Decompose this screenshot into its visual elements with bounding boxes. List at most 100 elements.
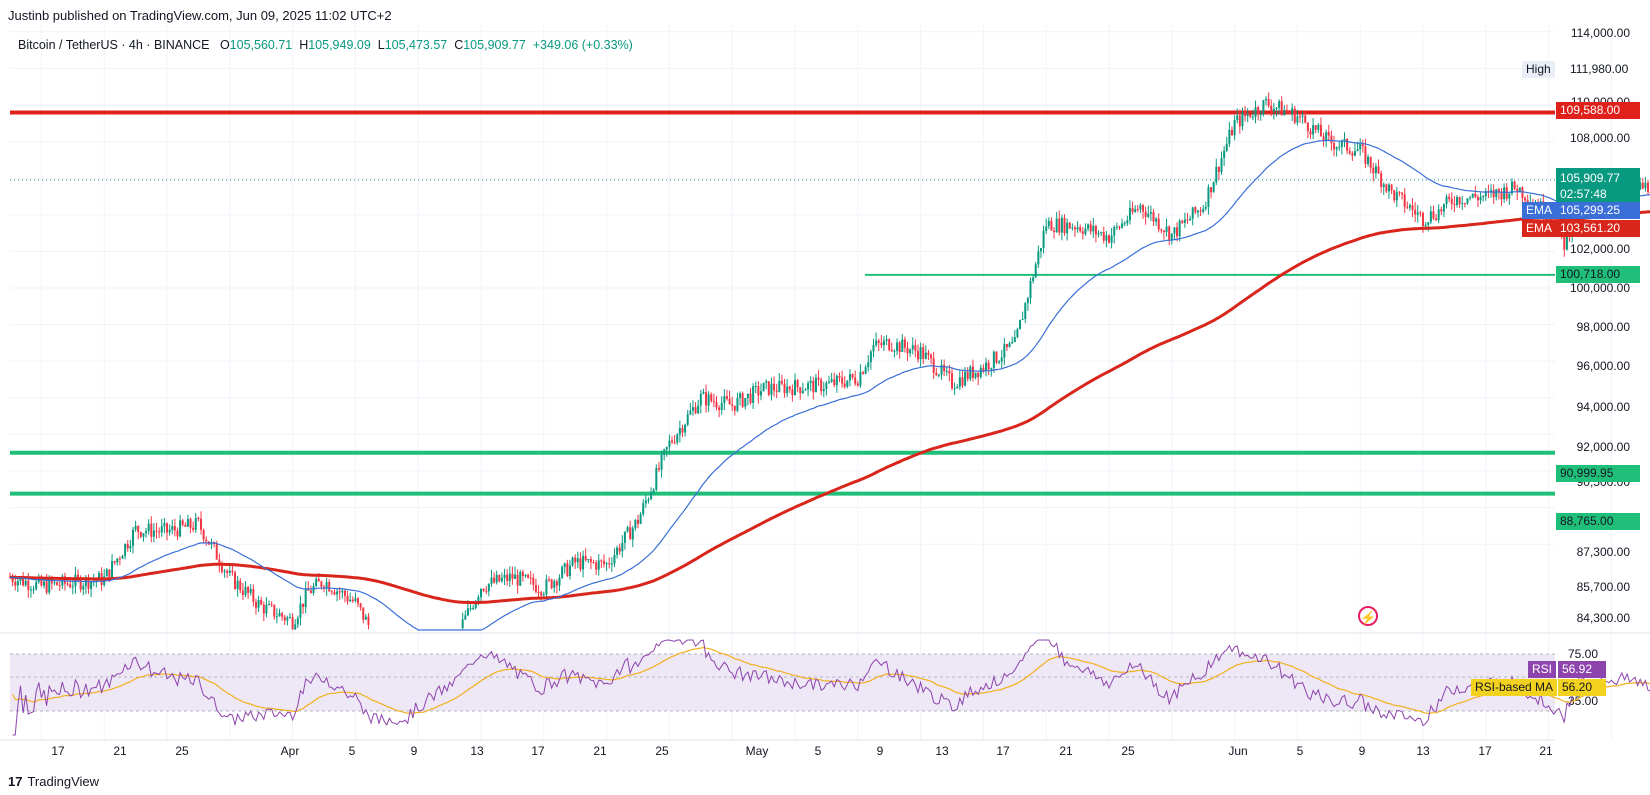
- footer-brand[interactable]: TradingView: [27, 774, 100, 789]
- price-tick-label: 108,000.00: [1570, 131, 1630, 145]
- low-label: L: [377, 38, 385, 52]
- candle-body: [461, 619, 464, 628]
- candle-body: [43, 581, 46, 586]
- candle-body: [869, 351, 872, 363]
- candle-body: [1278, 101, 1281, 108]
- time-tick-label: 25: [175, 744, 189, 758]
- candle-body: [1377, 166, 1380, 174]
- candle-body: [1361, 143, 1364, 147]
- candle-body: [205, 539, 208, 542]
- candle-body: [924, 352, 927, 359]
- candle-body: [958, 377, 961, 387]
- flash-icon[interactable]: ⚡: [1358, 606, 1378, 626]
- candle-body: [131, 529, 134, 546]
- candle-body: [1094, 226, 1097, 235]
- support-label-1[interactable]: 100,718.00: [1556, 266, 1640, 283]
- candle-body: [1440, 209, 1443, 212]
- time-tick-label: 17: [531, 744, 545, 758]
- open-label: O: [219, 38, 230, 52]
- candle-body: [1241, 112, 1244, 127]
- candle-body: [1283, 110, 1286, 116]
- candle-body: [1165, 226, 1168, 233]
- candle-body: [1359, 143, 1362, 150]
- candle-body: [916, 350, 919, 360]
- candle-body: [642, 503, 645, 515]
- candle-body: [56, 582, 59, 586]
- candle-body: [749, 393, 752, 403]
- candle-body: [244, 587, 247, 595]
- high-value: 105,949.09: [308, 38, 371, 52]
- candle-body: [514, 574, 517, 579]
- candle-body: [302, 603, 305, 608]
- candle-body: [252, 589, 255, 602]
- candle-body: [725, 396, 728, 399]
- candle-body: [623, 531, 626, 543]
- candle-body: [35, 581, 38, 590]
- rsi-level-label: 35.00: [1568, 694, 1598, 708]
- candle-body: [45, 581, 48, 593]
- candle-body: [822, 389, 825, 392]
- support-label-3[interactable]: 88,765.00: [1556, 513, 1640, 530]
- candle-body: [1495, 189, 1498, 198]
- price-tick-label: 102,000.00: [1570, 242, 1630, 256]
- candle-body: [1144, 211, 1147, 217]
- candle-body: [880, 342, 883, 346]
- candle-body: [325, 582, 328, 589]
- candle-body: [111, 561, 114, 578]
- candle-body: [652, 489, 655, 493]
- candle-body: [605, 563, 608, 565]
- close-label: C: [454, 38, 464, 52]
- candle-body: [739, 393, 742, 398]
- candle-body: [87, 577, 90, 589]
- candle-body: [268, 604, 271, 606]
- candle-body: [1115, 226, 1118, 228]
- rsi-panel: 75.00 35.00: [0, 632, 1650, 736]
- candle-body: [854, 377, 857, 384]
- candle-body: [1021, 319, 1024, 321]
- candle-body: [862, 372, 865, 374]
- candle-body: [736, 397, 739, 411]
- price-tick-label: 92,000.00: [1577, 440, 1631, 454]
- candle-body: [1563, 235, 1566, 250]
- time-tick-label: 9: [411, 744, 418, 758]
- footer: 17 TradingView: [8, 774, 99, 789]
- candle-body: [678, 428, 681, 435]
- candle-body: [254, 601, 257, 608]
- candle-body: [1330, 135, 1333, 144]
- candle-body: [529, 577, 532, 579]
- candle-body: [16, 580, 19, 586]
- candle-body: [966, 371, 969, 379]
- candle-body: [281, 613, 284, 617]
- candle-body: [1108, 235, 1110, 243]
- candle-body: [1301, 115, 1304, 117]
- candle-body: [1220, 157, 1223, 172]
- symbol-name[interactable]: Bitcoin / TetherUS · 4h · BINANCE: [18, 38, 210, 52]
- candle-body: [770, 383, 773, 395]
- candle-body: [1304, 115, 1307, 123]
- candle-body: [333, 592, 336, 595]
- candle-body: [613, 554, 616, 564]
- candle-body: [1416, 212, 1419, 215]
- candle-body: [1406, 207, 1409, 209]
- candle-body: [218, 559, 221, 566]
- support-label-2[interactable]: 90,999.95: [1556, 465, 1640, 482]
- candle-body: [1089, 224, 1092, 232]
- candle-body: [686, 414, 689, 425]
- candle-body: [780, 380, 783, 384]
- candle-body: [493, 577, 496, 583]
- candle-body: [1492, 190, 1495, 198]
- candle-body: [548, 579, 551, 581]
- resistance-label[interactable]: 109,588.00: [1556, 102, 1640, 119]
- candle-body: [1045, 226, 1048, 231]
- candle-body: [762, 382, 765, 392]
- rsi-ma-tag: RSI-based MA: [1471, 679, 1558, 696]
- ema-lines: [9, 139, 1650, 631]
- candle-body: [1401, 192, 1404, 195]
- high-value-label: 111,980.00: [1570, 62, 1629, 76]
- candle-body: [1233, 120, 1236, 136]
- candle-body: [574, 557, 577, 563]
- candle-body: [511, 573, 514, 579]
- candle-body: [108, 569, 111, 578]
- candle-body: [1516, 188, 1519, 193]
